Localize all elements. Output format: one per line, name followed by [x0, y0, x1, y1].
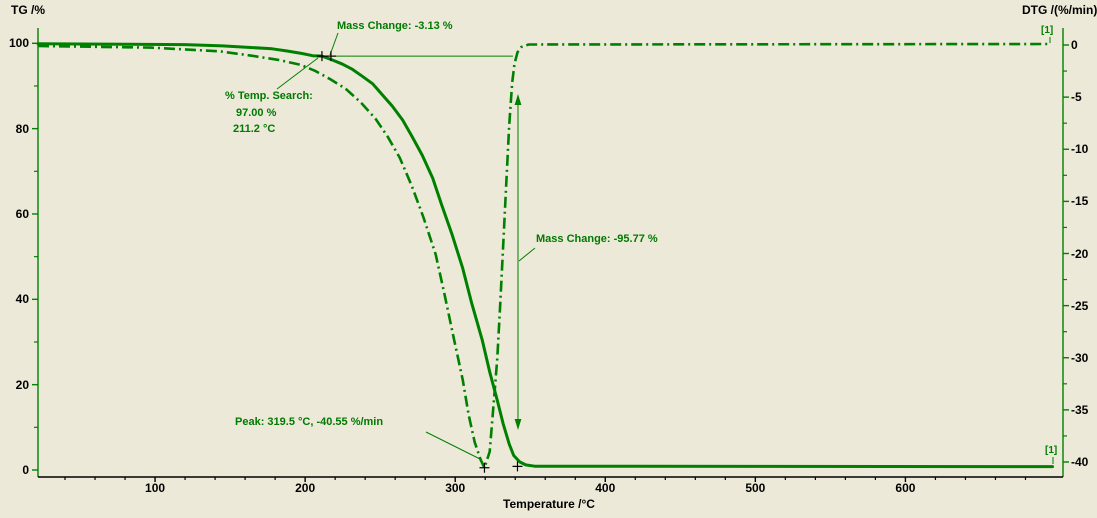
mass-change-arrowhead-up	[514, 94, 522, 105]
annotation-temp-search-line2[interactable]: 97.00 %	[236, 107, 277, 119]
x-tick-label: 600	[895, 481, 916, 495]
tg-curve[interactable]	[36, 42, 1054, 469]
dtg-curve[interactable]	[37, 42, 1052, 469]
leader-peak	[425, 431, 483, 461]
dtg-tick-label: -10	[1071, 142, 1089, 157]
x-axis-title: Temperature /°C	[503, 497, 595, 511]
dtg-tick-label: -5	[1071, 90, 1082, 105]
tg-tick-label: 0	[22, 463, 29, 477]
tg-tick-label: 40	[15, 292, 29, 307]
dtg-tick-label: -15	[1071, 194, 1089, 209]
dtg-curve-tag: [1]	[1041, 25, 1054, 36]
dtg-tick-label: -40	[1071, 455, 1089, 469]
mass-change-arrowhead-down	[514, 419, 522, 430]
annotation-temp-search-line3[interactable]: 211.2 °C	[233, 123, 276, 135]
tg-tick-label: 20	[15, 377, 29, 392]
x-tick-label: 400	[595, 481, 616, 495]
x-tick-label: 300	[445, 481, 466, 495]
dtg-tick-label: -25	[1071, 298, 1089, 313]
right-axis-title: DTG /(%/min)	[1022, 3, 1097, 17]
dtg-tick-label: -35	[1071, 402, 1089, 417]
annotation-mass-change-2[interactable]: Mass Change: -95.77 %	[536, 233, 658, 245]
x-tick-label: 200	[295, 481, 316, 495]
x-tick-label: 100	[145, 481, 166, 495]
annotation-mass-change-1[interactable]: Mass Change: -3.13 %	[337, 20, 453, 32]
annotation-temp-search-line1[interactable]: % Temp. Search:	[225, 90, 313, 102]
leader-mass-change-2	[518, 247, 536, 262]
tg-curve-tag: [1]	[1045, 445, 1058, 456]
dtg-tick-label: -30	[1071, 350, 1089, 365]
tg-tick-label: 60	[15, 206, 29, 221]
x-tick-label: 500	[745, 481, 766, 495]
dtg-tick-label: -20	[1071, 246, 1089, 261]
tg-tick-label: 80	[15, 121, 29, 136]
leader-temp-search	[276, 57, 319, 90]
tg-tick-label: 100	[8, 36, 29, 51]
left-axis-title: TG /%	[11, 3, 46, 17]
annotation-peak[interactable]: Peak: 319.5 °C, -40.55 %/min	[235, 416, 384, 428]
dtg-tick-label: 0	[1071, 38, 1078, 52]
